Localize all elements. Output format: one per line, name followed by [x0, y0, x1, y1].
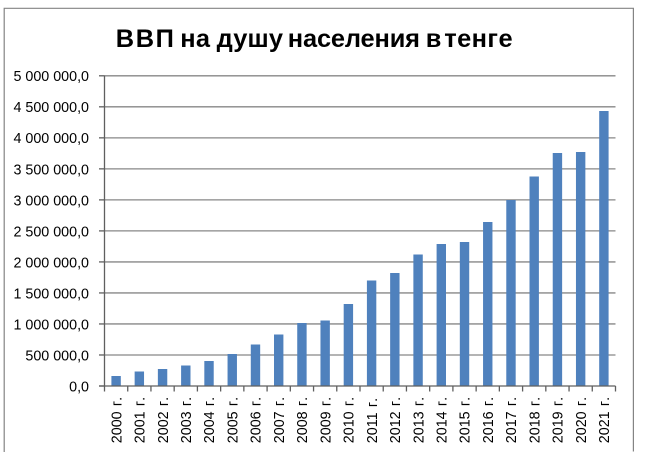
svg-text:2008 г.: 2008 г. [295, 397, 311, 443]
svg-text:500 000,0: 500 000,0 [25, 348, 89, 364]
svg-text:2016 г.: 2016 г. [481, 397, 497, 443]
svg-text:5 000 000,0: 5 000 000,0 [13, 69, 89, 85]
svg-text:2004 г.: 2004 г. [202, 397, 218, 443]
svg-text:2013 г.: 2013 г. [411, 397, 427, 443]
svg-text:4 000 000,0: 4 000 000,0 [13, 131, 89, 147]
svg-text:2002 г.: 2002 г. [156, 397, 172, 443]
svg-text:2012 г.: 2012 г. [388, 397, 404, 443]
svg-text:0,0: 0,0 [69, 379, 89, 395]
svg-text:2021 г.: 2021 г. [597, 397, 613, 443]
svg-text:2001 г.: 2001 г. [133, 397, 149, 443]
svg-text:2011 г.: 2011 г. [365, 398, 381, 443]
svg-text:2007 г.: 2007 г. [272, 397, 288, 443]
svg-text:2005 г.: 2005 г. [225, 397, 241, 443]
svg-text:2006 г.: 2006 г. [249, 397, 265, 443]
svg-text:2018 г.: 2018 г. [527, 397, 543, 443]
svg-text:3 500 000,0: 3 500 000,0 [13, 162, 89, 178]
svg-text:3 000 000,0: 3 000 000,0 [13, 193, 89, 209]
svg-text:2017 г.: 2017 г. [504, 397, 520, 443]
svg-text:2 000 000,0: 2 000 000,0 [13, 255, 89, 271]
svg-text:2003 г.: 2003 г. [179, 397, 195, 443]
svg-text:4 500 000,0: 4 500 000,0 [13, 100, 89, 116]
svg-text:2020 г.: 2020 г. [574, 397, 590, 443]
svg-text:2010 г.: 2010 г. [342, 397, 358, 443]
svg-text:1 000 000,0: 1 000 000,0 [13, 317, 89, 333]
svg-text:2019 г.: 2019 г. [551, 397, 567, 443]
svg-text:2009 г.: 2009 г. [318, 397, 334, 443]
svg-text:2 500 000,0: 2 500 000,0 [13, 224, 89, 240]
svg-text:2015 г.: 2015 г. [458, 397, 474, 443]
svg-text:1 500 000,0: 1 500 000,0 [13, 286, 89, 302]
svg-text:2014 г.: 2014 г. [435, 397, 451, 443]
svg-text:2000 г.: 2000 г. [109, 397, 125, 443]
